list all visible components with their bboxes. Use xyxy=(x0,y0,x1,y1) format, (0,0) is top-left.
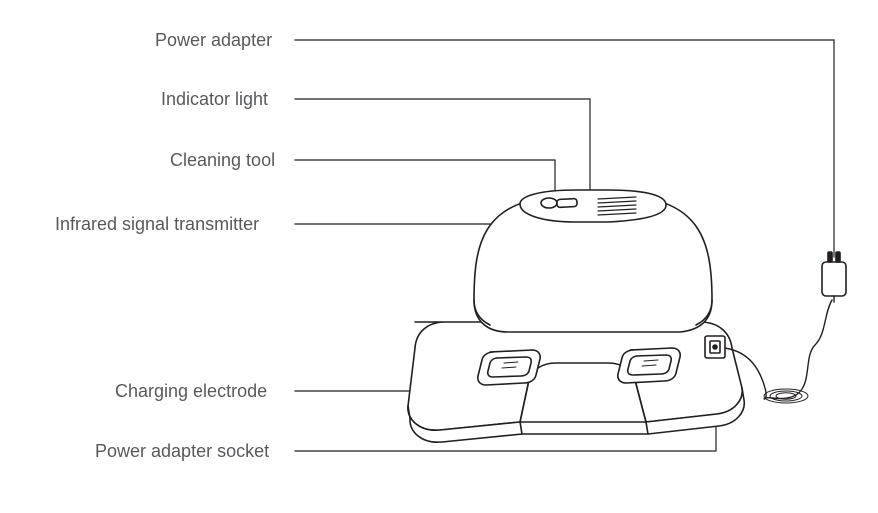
label-cleaning-tool: Cleaning tool xyxy=(170,150,275,171)
label-charging-electrode: Charging electrode xyxy=(115,381,267,402)
label-power-adapter-socket: Power adapter socket xyxy=(95,441,269,462)
diagram-stage: Power adapter Indicator light Cleaning too… xyxy=(0,0,878,513)
label-power-adapter: Power adapter xyxy=(155,30,272,51)
power-adapter-graphic xyxy=(822,252,846,302)
label-infrared-transmitter: Infrared signal transmitter xyxy=(55,214,259,235)
charging-electrode-right xyxy=(618,348,680,383)
power-adapter-socket-graphic xyxy=(705,336,725,358)
label-indicator-light: Indicator light xyxy=(161,89,268,110)
cleaning-tool-graphic xyxy=(541,198,577,208)
charging-electrode-left xyxy=(478,350,540,385)
leader-cleaning-tool xyxy=(295,160,555,203)
leader-indicator-light xyxy=(295,99,590,206)
device-illustration xyxy=(408,190,846,442)
diagram-svg xyxy=(0,0,878,513)
